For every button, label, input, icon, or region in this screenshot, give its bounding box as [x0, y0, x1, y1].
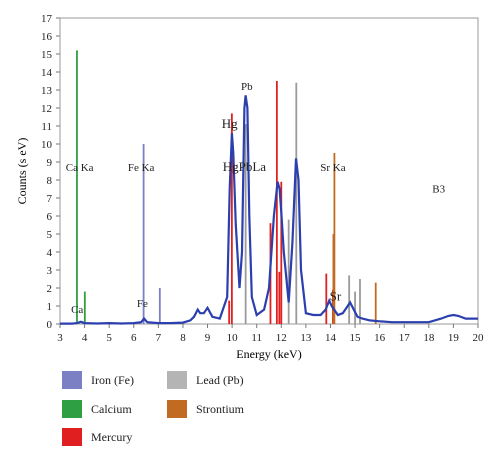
y-tick-label: 9	[47, 157, 53, 169]
y-tick-label: 13	[41, 85, 53, 97]
y-tick-label: 4	[47, 247, 53, 259]
annotation-label: Hg	[222, 116, 238, 131]
y-tick-label: 5	[47, 229, 53, 241]
legend-label-calcium: Calcium	[91, 401, 132, 416]
x-tick-label: 10	[227, 332, 239, 344]
x-tick-label: 12	[276, 332, 287, 344]
x-tick-label: 7	[156, 332, 162, 344]
y-tick-label: 2	[47, 283, 53, 295]
x-tick-label: 8	[180, 332, 186, 344]
legend-item-calcium: Calcium	[62, 400, 132, 418]
spectrum-chart: 3 4 5 6 7 8 9 10 11 12 13 14 15 16 17 18 19 2001234567891…	[15, 13, 485, 361]
annotation-label: Fe	[137, 298, 148, 310]
legend-swatch-mercury	[62, 428, 82, 446]
y-tick-label: 1	[47, 301, 53, 313]
legend-label-mercury: Mercury	[91, 429, 133, 444]
y-tick-label: 14	[41, 67, 53, 79]
x-axis-label: Energy (keV)	[236, 347, 301, 361]
annotation-label: Ca	[71, 304, 83, 316]
x-tick-label: 20	[473, 332, 485, 344]
y-tick-label: 0	[47, 319, 53, 331]
x-tick-label: 15	[350, 332, 362, 344]
x-tick-label: 18	[423, 332, 435, 344]
x-tick-label: 13	[300, 332, 312, 344]
legend-item-mercury: Mercury	[62, 428, 132, 446]
y-tick-label: 15	[41, 49, 53, 61]
x-tick-label: 9	[205, 332, 211, 344]
x-tick-label: 14	[325, 332, 337, 344]
y-axis-label: Counts (s eV)	[15, 138, 29, 205]
x-tick-label: 16	[374, 332, 386, 344]
annotation-label: Pb	[241, 81, 253, 93]
y-tick-label: 6	[47, 211, 53, 223]
x-tick-label: 19	[448, 332, 460, 344]
legend-label-iron: Iron (Fe)	[91, 372, 134, 387]
annotation-label: Ca Ka	[66, 162, 94, 174]
x-tick-label: 5	[106, 332, 112, 344]
annotation-label: Sr Ka	[320, 162, 345, 174]
y-tick-label: 3	[47, 265, 53, 277]
x-tick-label: 4	[82, 332, 88, 344]
x-tick-label: 3	[57, 332, 63, 344]
y-tick-label: 10	[41, 139, 53, 151]
y-tick-label: 16	[41, 31, 53, 43]
legend-item-lead: Lead (Pb)	[167, 371, 244, 389]
y-tick-label: 8	[47, 175, 53, 187]
x-tick-label: 11	[251, 332, 262, 344]
y-tick-label: 17	[41, 13, 53, 25]
annotation-label: B3	[432, 184, 445, 196]
annotation-label: HgPbLa	[223, 159, 267, 174]
legend-swatch-lead	[167, 371, 187, 389]
y-tick-label: 7	[47, 193, 53, 205]
plot-frame	[59, 17, 479, 325]
legend-label-lead: Lead (Pb)	[196, 372, 244, 387]
spectrum-line	[60, 95, 478, 325]
legend-swatch-calcium	[62, 400, 82, 418]
y-tick-label: 11	[41, 121, 52, 133]
legend-swatch-strontium	[167, 400, 187, 418]
y-tick-label: 12	[41, 103, 52, 115]
x-tick-label: 17	[399, 332, 411, 344]
legend-label-strontium: Strontium	[196, 401, 245, 416]
x-tick-label: 6	[131, 332, 137, 344]
legend-item-strontium: Strontium	[167, 400, 244, 418]
legend-swatch-iron	[62, 371, 82, 389]
annotation-label: Fe Ka	[128, 162, 155, 174]
annotation-label: Sr	[330, 289, 342, 304]
legend-item-iron: Iron (Fe)	[62, 371, 134, 389]
